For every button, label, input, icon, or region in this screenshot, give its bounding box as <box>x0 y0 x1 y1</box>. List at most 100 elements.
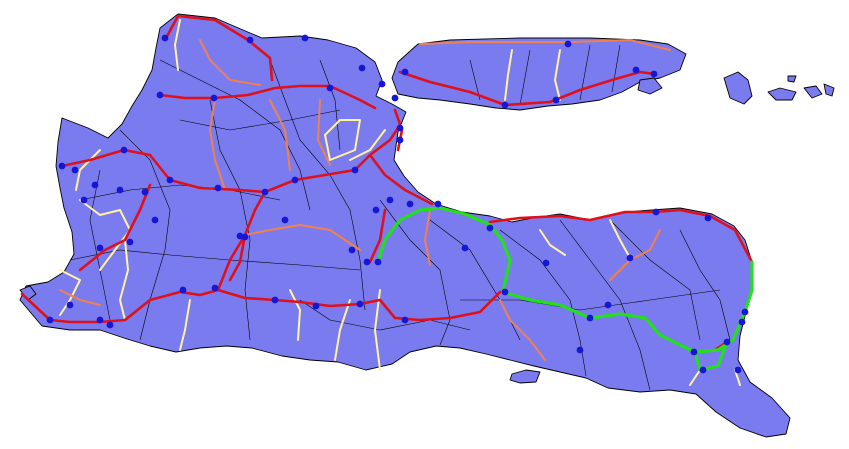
local-road <box>539 229 566 256</box>
local-roads <box>59 19 741 386</box>
primary-road <box>158 84 377 110</box>
highlighted-route <box>376 206 754 372</box>
city-node-marker <box>576 346 584 354</box>
city-node-marker <box>501 101 509 109</box>
city-node-marker <box>210 94 218 102</box>
city-node-marker <box>211 284 219 292</box>
local-road <box>374 289 381 371</box>
city-node-marker <box>156 91 164 99</box>
city-node-marker <box>372 206 380 214</box>
city-node-marker <box>699 366 707 374</box>
city-node-marker <box>326 84 334 92</box>
city-node-marker <box>351 166 359 174</box>
city-node-marker <box>586 314 594 322</box>
city-node-marker <box>166 176 174 184</box>
small-island-south <box>509 369 541 384</box>
secondary-road <box>209 99 226 191</box>
primary-road <box>368 153 434 206</box>
secondary-road <box>499 299 546 361</box>
primary-road <box>488 208 754 264</box>
city-node-marker <box>96 244 104 252</box>
city-node-marker <box>261 188 269 196</box>
city-node-marker <box>378 80 386 88</box>
secondary-road <box>609 229 661 281</box>
city-node-marker <box>246 36 254 44</box>
city-node-marker <box>66 301 74 309</box>
city-node-marker <box>632 66 640 74</box>
city-node-marker <box>552 96 560 104</box>
city-node-marker <box>96 316 104 324</box>
secondary-road <box>244 224 361 251</box>
secondary-road <box>419 39 671 51</box>
city-node-marker <box>396 136 404 144</box>
city-node-marker <box>690 348 698 356</box>
city-node-marker <box>738 318 746 326</box>
city-node-marker <box>396 124 404 132</box>
city-node-marker <box>179 286 187 294</box>
city-node-marker <box>358 64 366 72</box>
small-island-nw <box>637 77 663 95</box>
secondary-road <box>59 289 101 306</box>
city-node-marker <box>406 200 414 208</box>
city-node-marker <box>236 232 244 240</box>
city-node-marker <box>741 308 749 316</box>
city-node-marker <box>271 296 279 304</box>
local-road <box>349 129 386 161</box>
city-node-marker <box>386 196 394 204</box>
primary-road <box>163 14 274 82</box>
city-node-marker <box>120 146 128 154</box>
small-island-east-3 <box>803 85 823 99</box>
city-node-marker <box>401 316 409 324</box>
city-node-marker <box>301 34 309 42</box>
city-node-marker <box>356 300 364 308</box>
local-road <box>59 269 81 316</box>
city-node-marker <box>46 316 54 324</box>
secondary-roads <box>59 39 671 361</box>
secondary-road <box>199 39 261 86</box>
secondary-road <box>317 99 331 166</box>
local-road <box>689 369 701 386</box>
city-node-marker <box>348 246 356 254</box>
primary-road <box>20 233 247 324</box>
local-road <box>75 149 101 191</box>
city-node-marker <box>71 166 79 174</box>
local-road <box>324 119 361 161</box>
local-road <box>334 299 351 361</box>
city-node-marker <box>116 186 124 194</box>
local-road <box>289 289 301 341</box>
city-node-marker <box>281 216 289 224</box>
city-node-marker <box>91 181 99 189</box>
local-road <box>504 49 513 101</box>
city-node-marker <box>542 259 550 267</box>
city-node-marker <box>434 200 442 208</box>
city-node-marker <box>704 214 712 222</box>
local-road <box>174 19 181 71</box>
secondary-road <box>269 99 291 171</box>
city-node-marker <box>626 254 634 262</box>
local-road <box>609 219 631 259</box>
city-node-marker <box>723 338 731 346</box>
city-node-marker <box>291 176 299 184</box>
city-node-marker <box>461 244 469 252</box>
local-road <box>79 199 131 271</box>
city-node-marker <box>391 94 399 102</box>
city-node-marker <box>501 288 509 296</box>
primary-road <box>78 183 152 272</box>
primary-road <box>368 208 387 264</box>
city-node-marker <box>151 216 159 224</box>
city-node-marker <box>161 34 169 42</box>
city-node-marker <box>374 258 382 266</box>
city-node-marker <box>652 208 660 216</box>
city-node-marker <box>141 188 149 196</box>
city-node-marker <box>312 302 320 310</box>
city-node-marker <box>58 162 66 170</box>
city-node-marker <box>401 68 409 76</box>
primary-road <box>378 290 502 322</box>
small-island-east-4 <box>823 83 835 97</box>
local-road <box>179 299 191 351</box>
secondary-road <box>424 209 431 266</box>
small-island-east-1 <box>723 71 753 105</box>
city-node-marker <box>80 196 88 204</box>
small-island-east-2 <box>767 87 797 101</box>
